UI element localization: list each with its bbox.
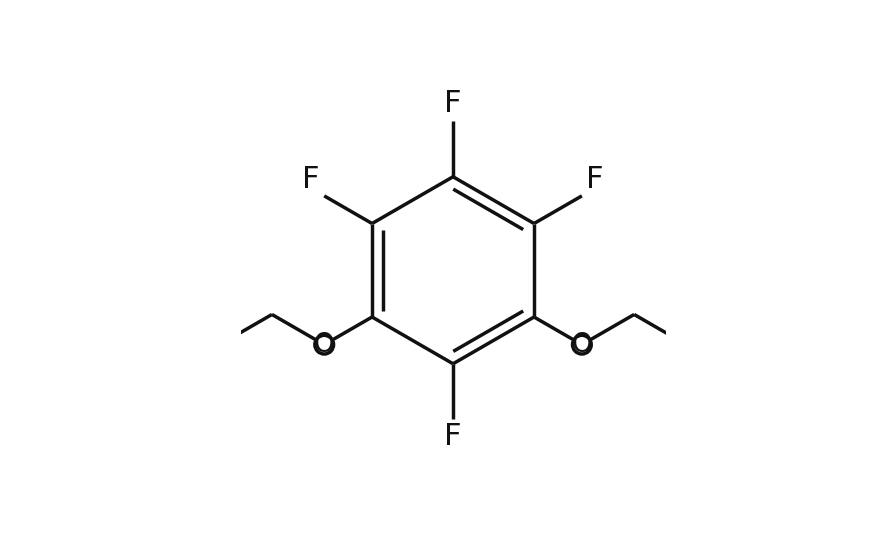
Text: F: F bbox=[302, 164, 320, 194]
Text: F: F bbox=[445, 422, 461, 452]
Text: O: O bbox=[314, 332, 334, 358]
Text: F: F bbox=[445, 89, 461, 118]
Text: O: O bbox=[572, 332, 592, 358]
Text: F: F bbox=[586, 164, 604, 194]
